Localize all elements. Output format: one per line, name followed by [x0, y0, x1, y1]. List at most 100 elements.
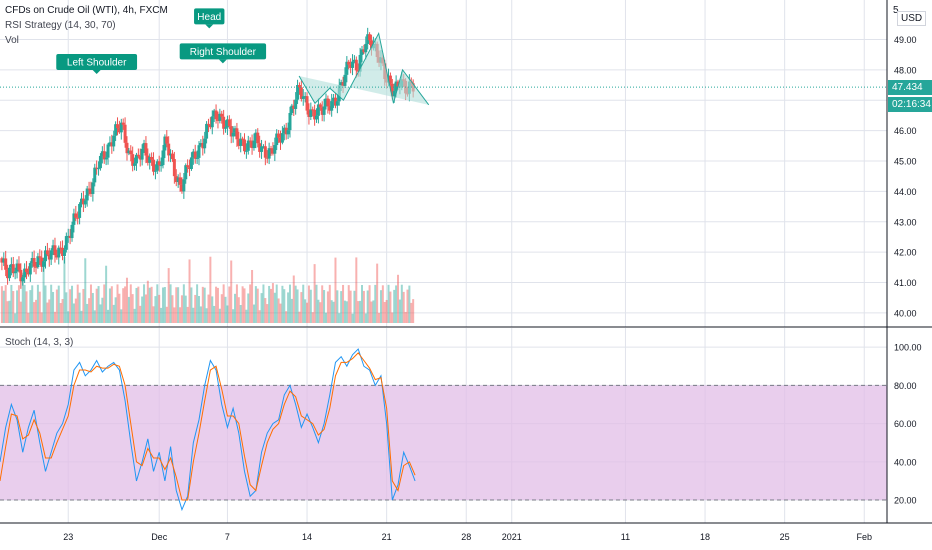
- time-tick-label: 14: [302, 532, 312, 542]
- candle-body: [76, 217, 80, 219]
- volume-bar: [275, 284, 278, 323]
- candle-body: [93, 167, 97, 183]
- volume-bar: [228, 286, 231, 323]
- candle-body: [30, 258, 34, 264]
- candle-body: [159, 165, 163, 167]
- candle-body: [79, 198, 83, 204]
- candle-body: [38, 256, 42, 258]
- candle-body: [326, 98, 330, 107]
- volume-bar: [203, 287, 206, 323]
- volume-bar: [213, 305, 216, 323]
- volume-bar: [35, 299, 38, 323]
- volume-bar: [378, 312, 381, 323]
- volume-bar: [300, 292, 303, 323]
- volume-bar: [285, 311, 288, 323]
- candle-body: [273, 145, 277, 154]
- volume-bar: [383, 301, 386, 323]
- candle-body: [332, 97, 336, 102]
- candle-body: [134, 154, 138, 164]
- candle-body: [275, 133, 279, 146]
- pattern-labels[interactable]: Left Shoulder Head Right Shoulder: [56, 8, 267, 74]
- candle-body: [64, 236, 68, 250]
- volume-bar: [287, 292, 290, 323]
- candle-body: [53, 245, 57, 256]
- price-tick-label: 49.00: [894, 35, 917, 45]
- candle-body: [208, 124, 212, 128]
- candle-body: [42, 261, 46, 267]
- candle-body: [9, 264, 13, 268]
- stoch-legend[interactable]: Stoch (14, 3, 3): [5, 337, 74, 348]
- stoch-tick-label: 80.00: [894, 381, 917, 391]
- volume-bar: [65, 292, 68, 323]
- candle-body: [280, 133, 284, 143]
- candle-body: [343, 74, 347, 86]
- volume-bar: [317, 299, 320, 323]
- pattern-label[interactable]: Head: [194, 8, 225, 29]
- volume-bar: [19, 301, 22, 323]
- candle-body: [184, 165, 188, 180]
- candle-body: [250, 141, 254, 149]
- stoch-axis-labels: 20.00 40.00 60.00 80.00 100.00: [894, 343, 922, 506]
- candle-body: [59, 247, 63, 249]
- volume-bar: [63, 256, 66, 323]
- volume-bar: [368, 285, 371, 323]
- candle-body: [172, 159, 176, 177]
- candle-body: [106, 144, 110, 158]
- volume-bar: [224, 296, 227, 323]
- volume-bar: [311, 312, 314, 323]
- candle-body: [142, 143, 146, 149]
- volume-legend[interactable]: Vol: [5, 35, 19, 46]
- volume-bar: [296, 289, 299, 323]
- volume-bar: [175, 287, 178, 323]
- volume-bar: [110, 286, 113, 323]
- candle-body: [193, 151, 197, 159]
- volume-bar: [205, 308, 208, 323]
- volume-bar: [408, 285, 411, 323]
- candle-body: [57, 247, 61, 258]
- volume-bar: [249, 284, 252, 323]
- candle-body: [116, 124, 120, 129]
- candle-body: [252, 140, 256, 149]
- pattern-label[interactable]: Left Shoulder: [56, 53, 138, 74]
- volume-bar: [46, 302, 49, 323]
- head-and-shoulders-pattern[interactable]: [299, 33, 429, 105]
- volume-bar: [288, 284, 291, 323]
- volume-bar: [36, 284, 39, 323]
- candle-body: [267, 148, 271, 159]
- strategy-legend[interactable]: RSI Strategy (14, 30, 70): [5, 20, 116, 31]
- time-axis-labels[interactable]: 23 Dec 7 14 21 28 2021 11 18 25 Feb: [63, 532, 872, 542]
- volume-bar: [315, 284, 318, 323]
- pattern-label[interactable]: Right Shoulder: [179, 43, 267, 64]
- candle-body: [36, 256, 40, 268]
- candle-body: [339, 82, 343, 86]
- volume-bar: [323, 290, 326, 323]
- candle-body: [362, 49, 366, 53]
- candle-body: [87, 188, 91, 190]
- volume-bar: [198, 296, 201, 323]
- volume-bar: [372, 300, 375, 323]
- volume-bar: [31, 285, 34, 323]
- volume-bar: [59, 303, 62, 323]
- volume-bar: [391, 312, 394, 323]
- volume-bar: [141, 296, 144, 323]
- volume-bar: [290, 298, 293, 323]
- symbol-legend[interactable]: CFDs on Crude Oil (WTI), 4h, FXCM: [5, 5, 168, 16]
- candle-body: [176, 177, 180, 183]
- volume-bar: [42, 262, 45, 323]
- time-tick-label: 18: [700, 532, 710, 542]
- volume-bar: [192, 307, 195, 323]
- candle-body: [205, 123, 209, 139]
- volume-bar: [116, 284, 119, 323]
- volume-bar: [298, 311, 301, 323]
- volume-bar: [23, 284, 26, 323]
- currency-label[interactable]: USD: [897, 11, 927, 26]
- candle-body: [369, 40, 373, 49]
- volume-bar: [260, 293, 263, 323]
- volume-bar: [270, 288, 273, 323]
- candle-body: [32, 258, 36, 267]
- candle-body: [235, 128, 239, 140]
- volume-bar: [17, 285, 20, 323]
- candle-body: [13, 271, 17, 274]
- volume-bar: [389, 291, 392, 323]
